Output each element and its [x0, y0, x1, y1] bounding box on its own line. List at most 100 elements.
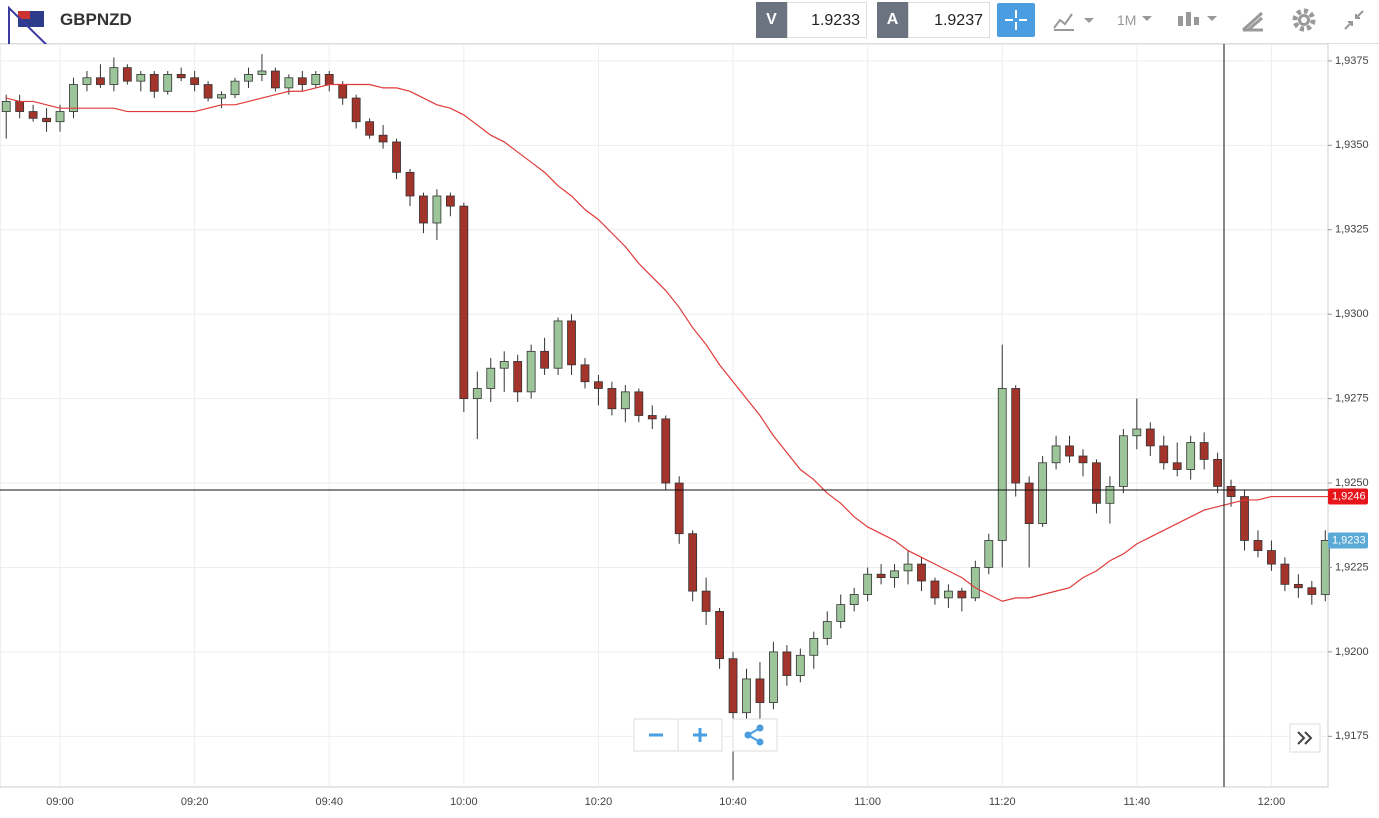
- x-tick-label: 10:00: [450, 796, 478, 808]
- candle-body: [1307, 587, 1317, 595]
- candle-body: [230, 80, 240, 96]
- candle-body: [1024, 482, 1034, 524]
- candle-body: [647, 415, 657, 420]
- candle-body: [244, 73, 253, 82]
- candle-body: [163, 73, 173, 92]
- candle-body: [365, 121, 375, 136]
- candle-body: [957, 590, 967, 599]
- bid-price[interactable]: 1.9233: [787, 2, 867, 38]
- ask-label[interactable]: A: [877, 2, 908, 38]
- candle-body: [351, 97, 361, 123]
- y-tick-label: 1,9325: [1335, 224, 1369, 236]
- candle-body: [190, 77, 200, 85]
- candle-body: [419, 195, 428, 224]
- candle-body: [136, 73, 146, 82]
- candle-body: [594, 381, 603, 389]
- candle-body: [1051, 445, 1061, 464]
- candle-body: [1132, 428, 1142, 437]
- candle-body: [917, 563, 926, 582]
- ask-price[interactable]: 1.9237: [908, 2, 990, 38]
- candle-body: [459, 205, 469, 400]
- candle-body: [432, 195, 442, 224]
- candle-body: [472, 388, 482, 400]
- candle-body: [122, 67, 132, 82]
- share[interactable]: [732, 718, 778, 752]
- candle-body: [1065, 445, 1074, 457]
- y-tick-label: 1,9350: [1335, 139, 1369, 151]
- chart-type-button[interactable]: [1050, 8, 1100, 34]
- candle-body: [526, 350, 536, 393]
- x-tick-label: 09:20: [181, 796, 209, 808]
- candle-body: [782, 651, 792, 676]
- moving-average: [6, 83, 1328, 602]
- candle-body: [620, 391, 630, 410]
- x-tick-label: 11:20: [989, 796, 1016, 808]
- candle-body: [688, 533, 698, 592]
- candle-body: [1267, 550, 1276, 565]
- candle-body: [217, 94, 226, 99]
- candle-body: [284, 77, 294, 89]
- crosshair-button[interactable]: [997, 3, 1035, 37]
- candle-body: [513, 361, 523, 393]
- header: GBPNZD V 1.9233 A 1.9237 1M: [0, 0, 1379, 57]
- candle-body: [149, 73, 159, 92]
- candle-body: [715, 610, 724, 660]
- x-tick-label: 12:00: [1258, 796, 1286, 808]
- candle-body: [1145, 428, 1155, 447]
- timeframe[interactable]: 1M: [1117, 12, 1137, 28]
- candle-body: [634, 391, 644, 416]
- settings-button[interactable]: [1291, 7, 1317, 33]
- candle-body: [1293, 583, 1303, 589]
- candle-body: [1159, 445, 1169, 464]
- candle-body: [863, 573, 873, 595]
- y-tick-label: 1,9225: [1335, 561, 1369, 573]
- price-tag: [1328, 532, 1368, 549]
- price-tag: [1328, 488, 1368, 505]
- candle-body: [876, 573, 886, 579]
- candle-body: [257, 70, 267, 75]
- bid-label[interactable]: V: [756, 2, 787, 38]
- candle-body: [445, 195, 455, 207]
- y-tick-label: 1,9275: [1335, 393, 1369, 405]
- candle-body: [970, 567, 980, 599]
- candle-body: [930, 580, 940, 599]
- y-tick-label: 1,9250: [1335, 477, 1369, 489]
- candle-body: [997, 388, 1007, 541]
- candle-body: [270, 70, 280, 89]
- candle-body: [1092, 462, 1101, 504]
- candle-body: [674, 482, 684, 535]
- candle-body: [82, 77, 92, 85]
- timeframe-arrow[interactable]: [1140, 8, 1156, 34]
- candle-body: [109, 67, 119, 85]
- candle-body: [1172, 462, 1182, 470]
- candle-button[interactable]: [1175, 8, 1225, 34]
- x-tick-label: 10:20: [585, 796, 613, 808]
- candle-body: [1118, 435, 1128, 487]
- y-tick-label: 1,9175: [1335, 730, 1369, 742]
- candle-body: [405, 171, 415, 197]
- x-tick-label: 09:40: [315, 796, 343, 808]
- candle-body: [378, 134, 388, 143]
- candle-body: [540, 350, 549, 369]
- candle-body: [849, 594, 859, 606]
- y-tick-label: 1,9200: [1335, 646, 1369, 658]
- candle-body: [769, 651, 778, 703]
- candle-body: [311, 73, 321, 85]
- x-tick-label: 10:40: [719, 796, 747, 808]
- draw-button[interactable]: [1240, 8, 1266, 34]
- collapse-button[interactable]: [1341, 7, 1367, 33]
- candle-body: [1199, 442, 1209, 460]
- candle-body: [742, 678, 751, 714]
- candle-body: [1280, 563, 1290, 585]
- candle-body: [1186, 442, 1196, 470]
- candle-body: [486, 367, 496, 389]
- candle-body: [15, 101, 25, 112]
- candle-body: [809, 638, 819, 656]
- y-tick-label: 1,9300: [1335, 308, 1369, 320]
- price-tag-label: 1,9246: [1332, 490, 1366, 502]
- candle-body: [55, 111, 65, 123]
- x-tick-label: 11:40: [1123, 796, 1150, 808]
- candle-body: [96, 77, 105, 85]
- candle-body: [836, 604, 846, 622]
